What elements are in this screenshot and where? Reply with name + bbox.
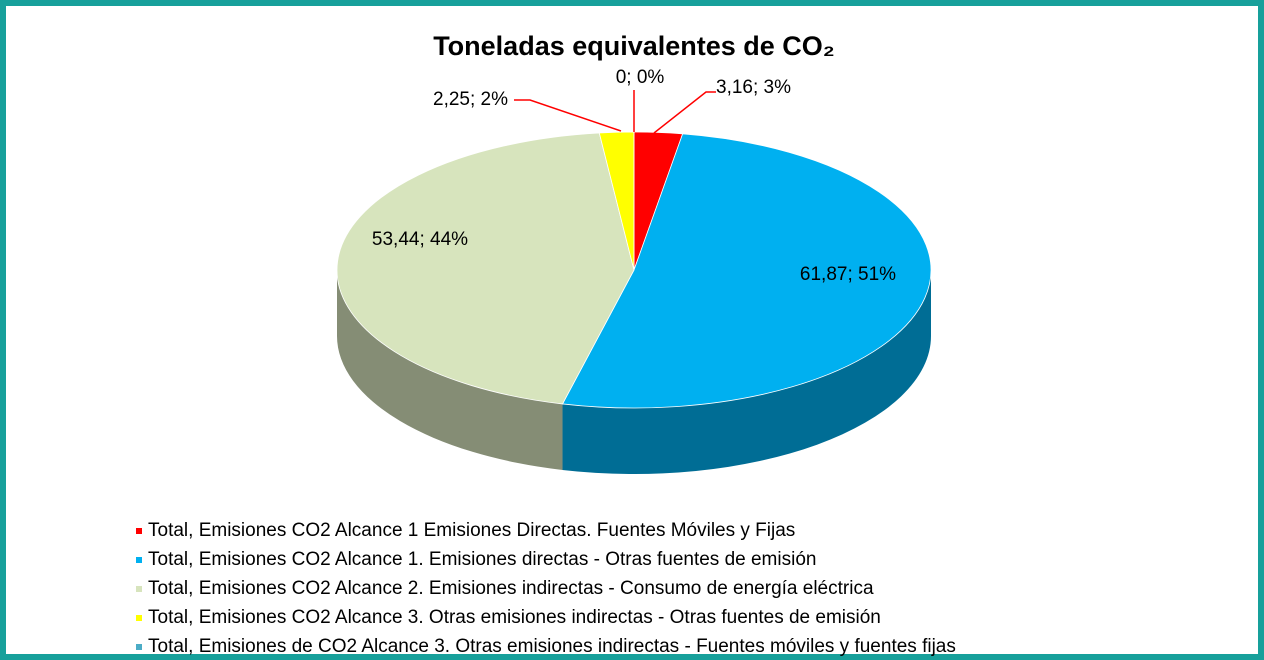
pie-slice-side — [337, 270, 563, 470]
data-label: 0; 0% — [616, 67, 665, 88]
legend-label: Total, Emisiones CO2 Alcance 3. Otras em… — [148, 607, 881, 628]
leader-line — [653, 91, 716, 134]
legend-swatch — [136, 615, 142, 621]
legend-label: Total, Emisiones de CO2 Alcance 3. Otras… — [148, 636, 956, 657]
pie-slice-side — [562, 270, 931, 475]
chart-title: Toneladas equivalentes de CO₂ — [433, 31, 835, 61]
legend-swatch — [136, 586, 142, 592]
legend-swatch — [136, 644, 142, 650]
legend-swatch — [136, 528, 142, 534]
legend-label: Total, Emisiones CO2 Alcance 1 Emisiones… — [148, 520, 795, 541]
data-label: 2,25; 2% — [433, 89, 508, 110]
legend-label: Total, Emisiones CO2 Alcance 1. Emisione… — [148, 549, 816, 570]
pie-slice — [561, 133, 932, 409]
data-label: 61,87; 51% — [800, 264, 896, 285]
data-label: 3,16; 3% — [716, 77, 791, 98]
data-label: 53,44; 44% — [372, 229, 468, 250]
legend-label: Total, Emisiones CO2 Alcance 2. Emisione… — [148, 578, 874, 599]
pie-slice — [336, 132, 635, 405]
legend-swatch — [136, 557, 142, 563]
leader-line — [514, 99, 622, 132]
